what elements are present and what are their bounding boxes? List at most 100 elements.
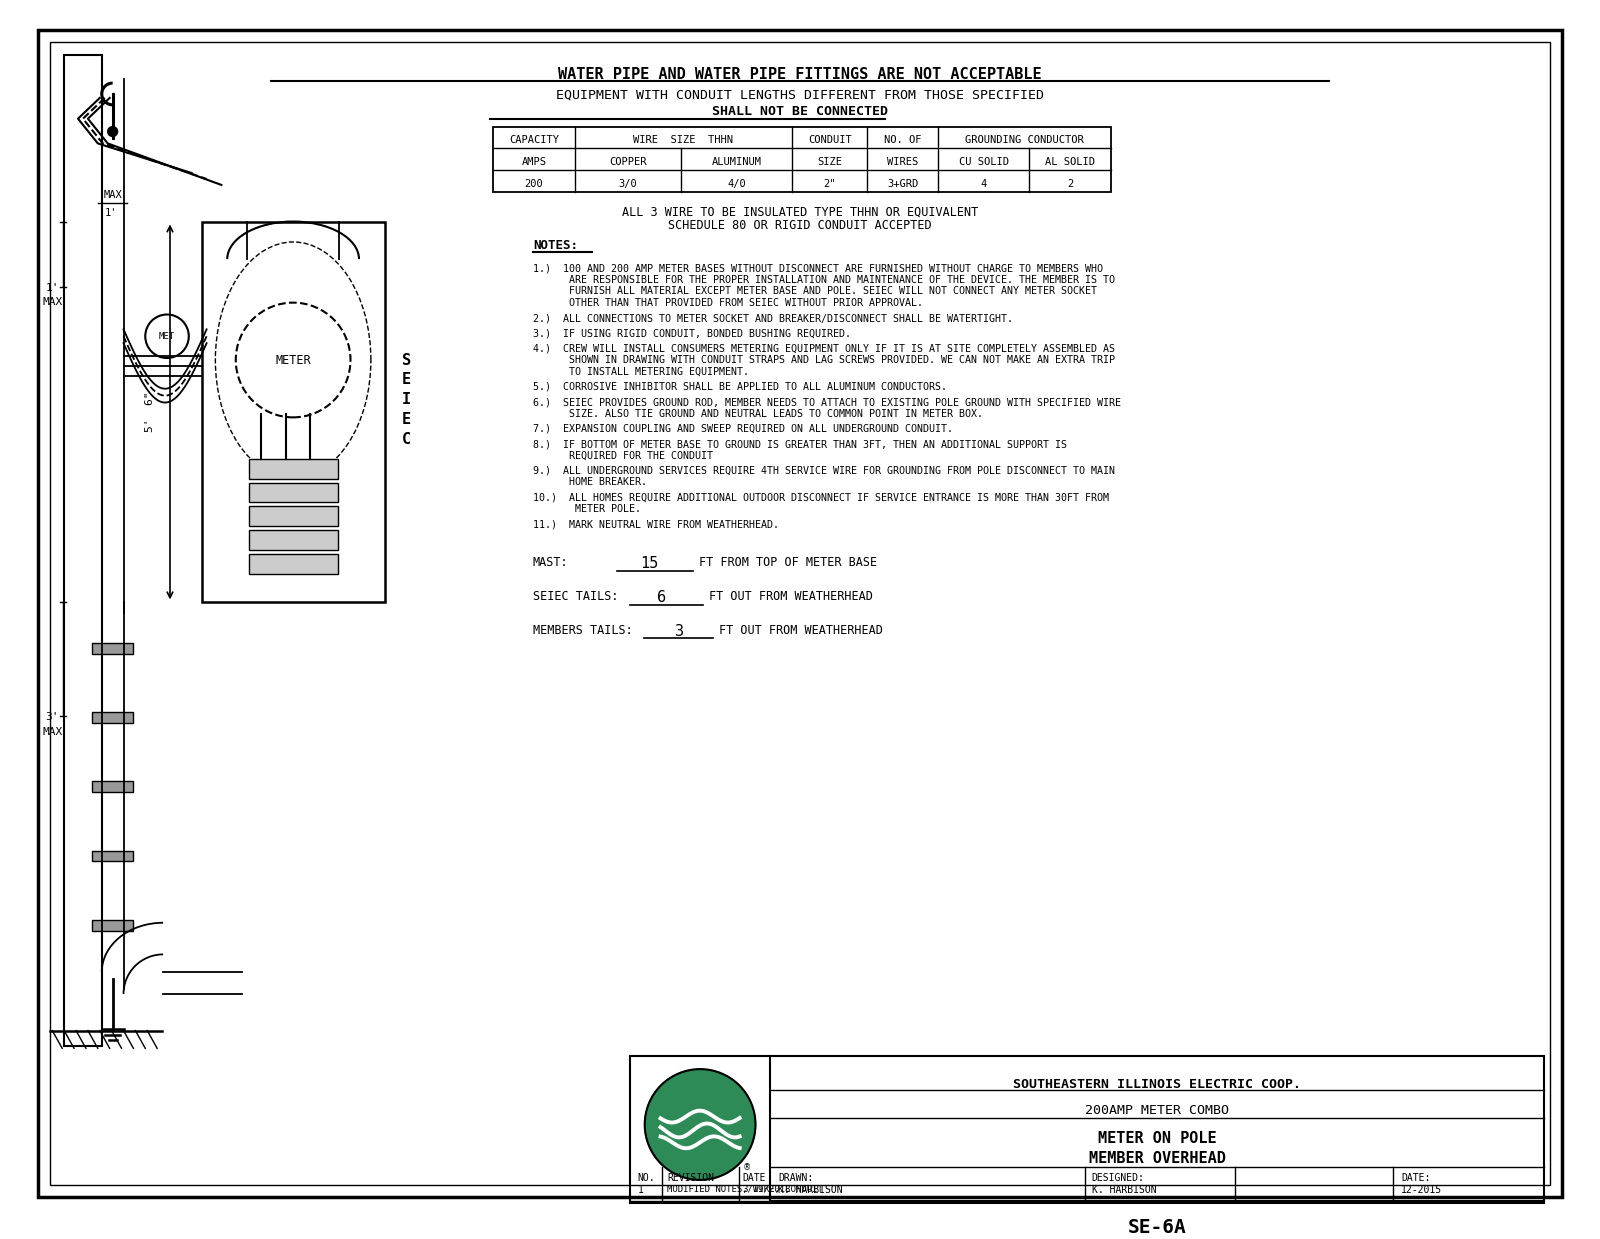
Text: GROUNDING CONDUCTOR: GROUNDING CONDUCTOR xyxy=(965,135,1083,145)
Text: 2": 2" xyxy=(824,178,835,190)
Text: CU SOLID: CU SOLID xyxy=(958,157,1010,167)
Text: K. HARBISON: K. HARBISON xyxy=(1091,1184,1157,1194)
Text: SHALL NOT BE CONNECTED: SHALL NOT BE CONNECTED xyxy=(712,105,888,118)
Text: NO. OF: NO. OF xyxy=(885,135,922,145)
Text: 4.)  CREW WILL INSTALL CONSUMERS METERING EQUIPMENT ONLY IF IT IS AT SITE COMPLE: 4.) CREW WILL INSTALL CONSUMERS METERING… xyxy=(533,343,1115,353)
Text: FT OUT FROM WEATHERHEAD: FT OUT FROM WEATHERHEAD xyxy=(709,590,874,603)
Circle shape xyxy=(645,1069,755,1180)
Text: DRAWN:: DRAWN: xyxy=(778,1173,813,1183)
Text: 3/0: 3/0 xyxy=(619,178,637,190)
Text: ®: ® xyxy=(742,1163,750,1172)
Text: 1': 1' xyxy=(104,208,117,218)
Bar xyxy=(91,712,133,724)
Text: E: E xyxy=(402,411,411,427)
Bar xyxy=(250,483,338,503)
Text: MEMBERS TAILS:: MEMBERS TAILS: xyxy=(533,623,632,637)
Text: METER POLE.: METER POLE. xyxy=(533,504,642,514)
Text: 5'  6": 5' 6" xyxy=(146,392,155,432)
Text: MAX: MAX xyxy=(42,296,62,307)
Text: 3+GRD: 3+GRD xyxy=(888,178,918,190)
Text: 3.)  IF USING RIGID CONDUIT, BONDED BUSHING REQUIRED.: 3.) IF USING RIGID CONDUIT, BONDED BUSHI… xyxy=(533,328,851,338)
Text: SIZE. ALSO TIE GROUND AND NEUTRAL LEADS TO COMMON POINT IN METER BOX.: SIZE. ALSO TIE GROUND AND NEUTRAL LEADS … xyxy=(533,409,982,419)
Text: 12-2015: 12-2015 xyxy=(1402,1184,1443,1194)
Text: FURNISH ALL MATERIAL EXCEPT METER BASE AND POLE. SEIEC WILL NOT CONNECT ANY METE: FURNISH ALL MATERIAL EXCEPT METER BASE A… xyxy=(533,286,1098,296)
Text: 2: 2 xyxy=(1067,178,1074,190)
Text: METER ON POLE: METER ON POLE xyxy=(1098,1131,1216,1146)
Bar xyxy=(250,554,338,574)
Text: K. HARBISON: K. HARBISON xyxy=(778,1184,843,1194)
Text: DATE: DATE xyxy=(742,1173,766,1183)
Text: ALL 3 WIRE TO BE INSULATED TYPE THHN OR EQUIVALENT: ALL 3 WIRE TO BE INSULATED TYPE THHN OR … xyxy=(622,206,978,219)
Text: TO INSTALL METERING EQUIPMENT.: TO INSTALL METERING EQUIPMENT. xyxy=(533,367,749,377)
Text: SOUTHEASTERN ILLINOIS ELECTRIC COOP.: SOUTHEASTERN ILLINOIS ELECTRIC COOP. xyxy=(1013,1078,1301,1092)
Text: CAPACITY: CAPACITY xyxy=(509,135,558,145)
Text: MODIFIED NOTES, WIRE, CONDUIT: MODIFIED NOTES, WIRE, CONDUIT xyxy=(667,1184,824,1194)
Text: AL SOLID: AL SOLID xyxy=(1045,157,1094,167)
Text: 3: 3 xyxy=(675,623,683,638)
Text: 1': 1' xyxy=(45,282,59,292)
Text: FT FROM TOP OF METER BASE: FT FROM TOP OF METER BASE xyxy=(699,556,877,570)
Text: 11.)  MARK NEUTRAL WIRE FROM WEATHERHEAD.: 11.) MARK NEUTRAL WIRE FROM WEATHERHEAD. xyxy=(533,519,779,529)
Text: CONDUIT: CONDUIT xyxy=(808,135,851,145)
Text: ALUMINUM: ALUMINUM xyxy=(712,157,762,167)
Text: 7.)  EXPANSION COUPLING AND SWEEP REQUIRED ON ALL UNDERGROUND CONDUIT.: 7.) EXPANSION COUPLING AND SWEEP REQUIRE… xyxy=(533,424,954,434)
Text: 8.)  IF BOTTOM OF METER BASE TO GROUND IS GREATER THAN 3FT, THEN AN ADDITIONAL S: 8.) IF BOTTOM OF METER BASE TO GROUND IS… xyxy=(533,439,1067,449)
Text: MAST:: MAST: xyxy=(533,556,568,570)
Text: MEMBER OVERHEAD: MEMBER OVERHEAD xyxy=(1088,1151,1226,1166)
Text: C: C xyxy=(402,431,411,447)
Text: 2.)  ALL CONNECTIONS TO METER SOCKET AND BREAKER/DISCONNECT SHALL BE WATERTIGHT.: 2.) ALL CONNECTIONS TO METER SOCKET AND … xyxy=(533,313,1013,323)
Text: EQUIPMENT WITH CONDUIT LENGTHS DIFFERENT FROM THOSE SPECIFIED: EQUIPMENT WITH CONDUIT LENGTHS DIFFERENT… xyxy=(555,89,1043,102)
Text: I: I xyxy=(402,393,411,408)
Text: NO.: NO. xyxy=(638,1173,656,1183)
Text: WIRE  SIZE  THHN: WIRE SIZE THHN xyxy=(634,135,733,145)
Text: 10.)  ALL HOMES REQUIRE ADDITIONAL OUTDOOR DISCONNECT IF SERVICE ENTRANCE IS MOR: 10.) ALL HOMES REQUIRE ADDITIONAL OUTDOO… xyxy=(533,493,1109,503)
Text: METER: METER xyxy=(275,353,310,367)
Text: MAX: MAX xyxy=(104,190,122,199)
Bar xyxy=(202,222,384,602)
Text: 200AMP METER COMBO: 200AMP METER COMBO xyxy=(1085,1104,1229,1116)
Text: SEIEC TAILS:: SEIEC TAILS: xyxy=(533,590,619,603)
Text: ARE RESPONSIBLE FOR THE PROPER INSTALLATION AND MAINTENANCE OF THE DEVICE. THE M: ARE RESPONSIBLE FOR THE PROPER INSTALLAT… xyxy=(533,275,1115,285)
Text: 1: 1 xyxy=(638,1184,643,1194)
Text: 1.)  100 AND 200 AMP METER BASES WITHOUT DISCONNECT ARE FURNISHED WITHOUT CHARGE: 1.) 100 AND 200 AMP METER BASES WITHOUT … xyxy=(533,263,1102,273)
Text: 200: 200 xyxy=(525,178,544,190)
Text: WATER PIPE AND WATER PIPE FITTINGS ARE NOT ACCEPTABLE: WATER PIPE AND WATER PIPE FITTINGS ARE N… xyxy=(558,67,1042,82)
Text: 9.)  ALL UNDERGROUND SERVICES REQUIRE 4TH SERVICE WIRE FOR GROUNDING FROM POLE D: 9.) ALL UNDERGROUND SERVICES REQUIRE 4TH… xyxy=(533,466,1115,476)
Text: MAX: MAX xyxy=(42,727,62,737)
Bar xyxy=(250,530,338,550)
Text: DATE:: DATE: xyxy=(1402,1173,1430,1183)
Text: AMPS: AMPS xyxy=(522,157,547,167)
Text: COPPER: COPPER xyxy=(610,157,646,167)
Text: DESIGNED:: DESIGNED: xyxy=(1091,1173,1144,1183)
Circle shape xyxy=(107,126,117,136)
Text: FT OUT FROM WEATHERHEAD: FT OUT FROM WEATHERHEAD xyxy=(718,623,883,637)
Bar xyxy=(64,56,102,1047)
Bar xyxy=(250,458,338,478)
Text: 6: 6 xyxy=(658,590,666,605)
Text: SE-6A: SE-6A xyxy=(1128,1218,1187,1238)
Text: 6.)  SEIEC PROVIDES GROUND ROD, MEMBER NEEDS TO ATTACH TO EXISTING POLE GROUND W: 6.) SEIEC PROVIDES GROUND ROD, MEMBER NE… xyxy=(533,396,1122,408)
Text: SCHEDULE 80 OR RIGID CONDUIT ACCEPTED: SCHEDULE 80 OR RIGID CONDUIT ACCEPTED xyxy=(669,218,931,232)
Text: 15: 15 xyxy=(640,556,659,571)
Text: OTHER THAN THAT PROVIDED FROM SEIEC WITHOUT PRIOR APPROVAL.: OTHER THAN THAT PROVIDED FROM SEIEC WITH… xyxy=(533,299,923,309)
Bar xyxy=(91,643,133,654)
Text: SIZE: SIZE xyxy=(818,157,842,167)
Text: WIRES: WIRES xyxy=(888,157,918,167)
Bar xyxy=(630,1057,1544,1203)
Text: 4/0: 4/0 xyxy=(728,178,746,190)
Text: E: E xyxy=(402,373,411,388)
Text: 3/19/2018: 3/19/2018 xyxy=(742,1184,790,1194)
Text: S: S xyxy=(402,353,411,368)
Text: 3': 3' xyxy=(45,712,59,722)
Text: NOTES:: NOTES: xyxy=(533,239,578,253)
Bar xyxy=(250,507,338,527)
Text: HOME BREAKER.: HOME BREAKER. xyxy=(533,477,646,487)
Text: SHOWN IN DRAWING WITH CONDUIT STRAPS AND LAG SCREWS PROVIDED. WE CAN NOT MAKE AN: SHOWN IN DRAWING WITH CONDUIT STRAPS AND… xyxy=(533,356,1115,366)
Text: 4: 4 xyxy=(981,178,987,190)
Bar xyxy=(91,919,133,930)
Text: 5.)  CORROSIVE INHIBITOR SHALL BE APPLIED TO ALL ALUMINUM CONDUCTORS.: 5.) CORROSIVE INHIBITOR SHALL BE APPLIED… xyxy=(533,382,947,392)
Bar xyxy=(91,782,133,792)
Bar xyxy=(91,850,133,861)
Text: REVISION: REVISION xyxy=(667,1173,715,1183)
Text: REQUIRED FOR THE CONDUIT: REQUIRED FOR THE CONDUIT xyxy=(533,451,714,461)
